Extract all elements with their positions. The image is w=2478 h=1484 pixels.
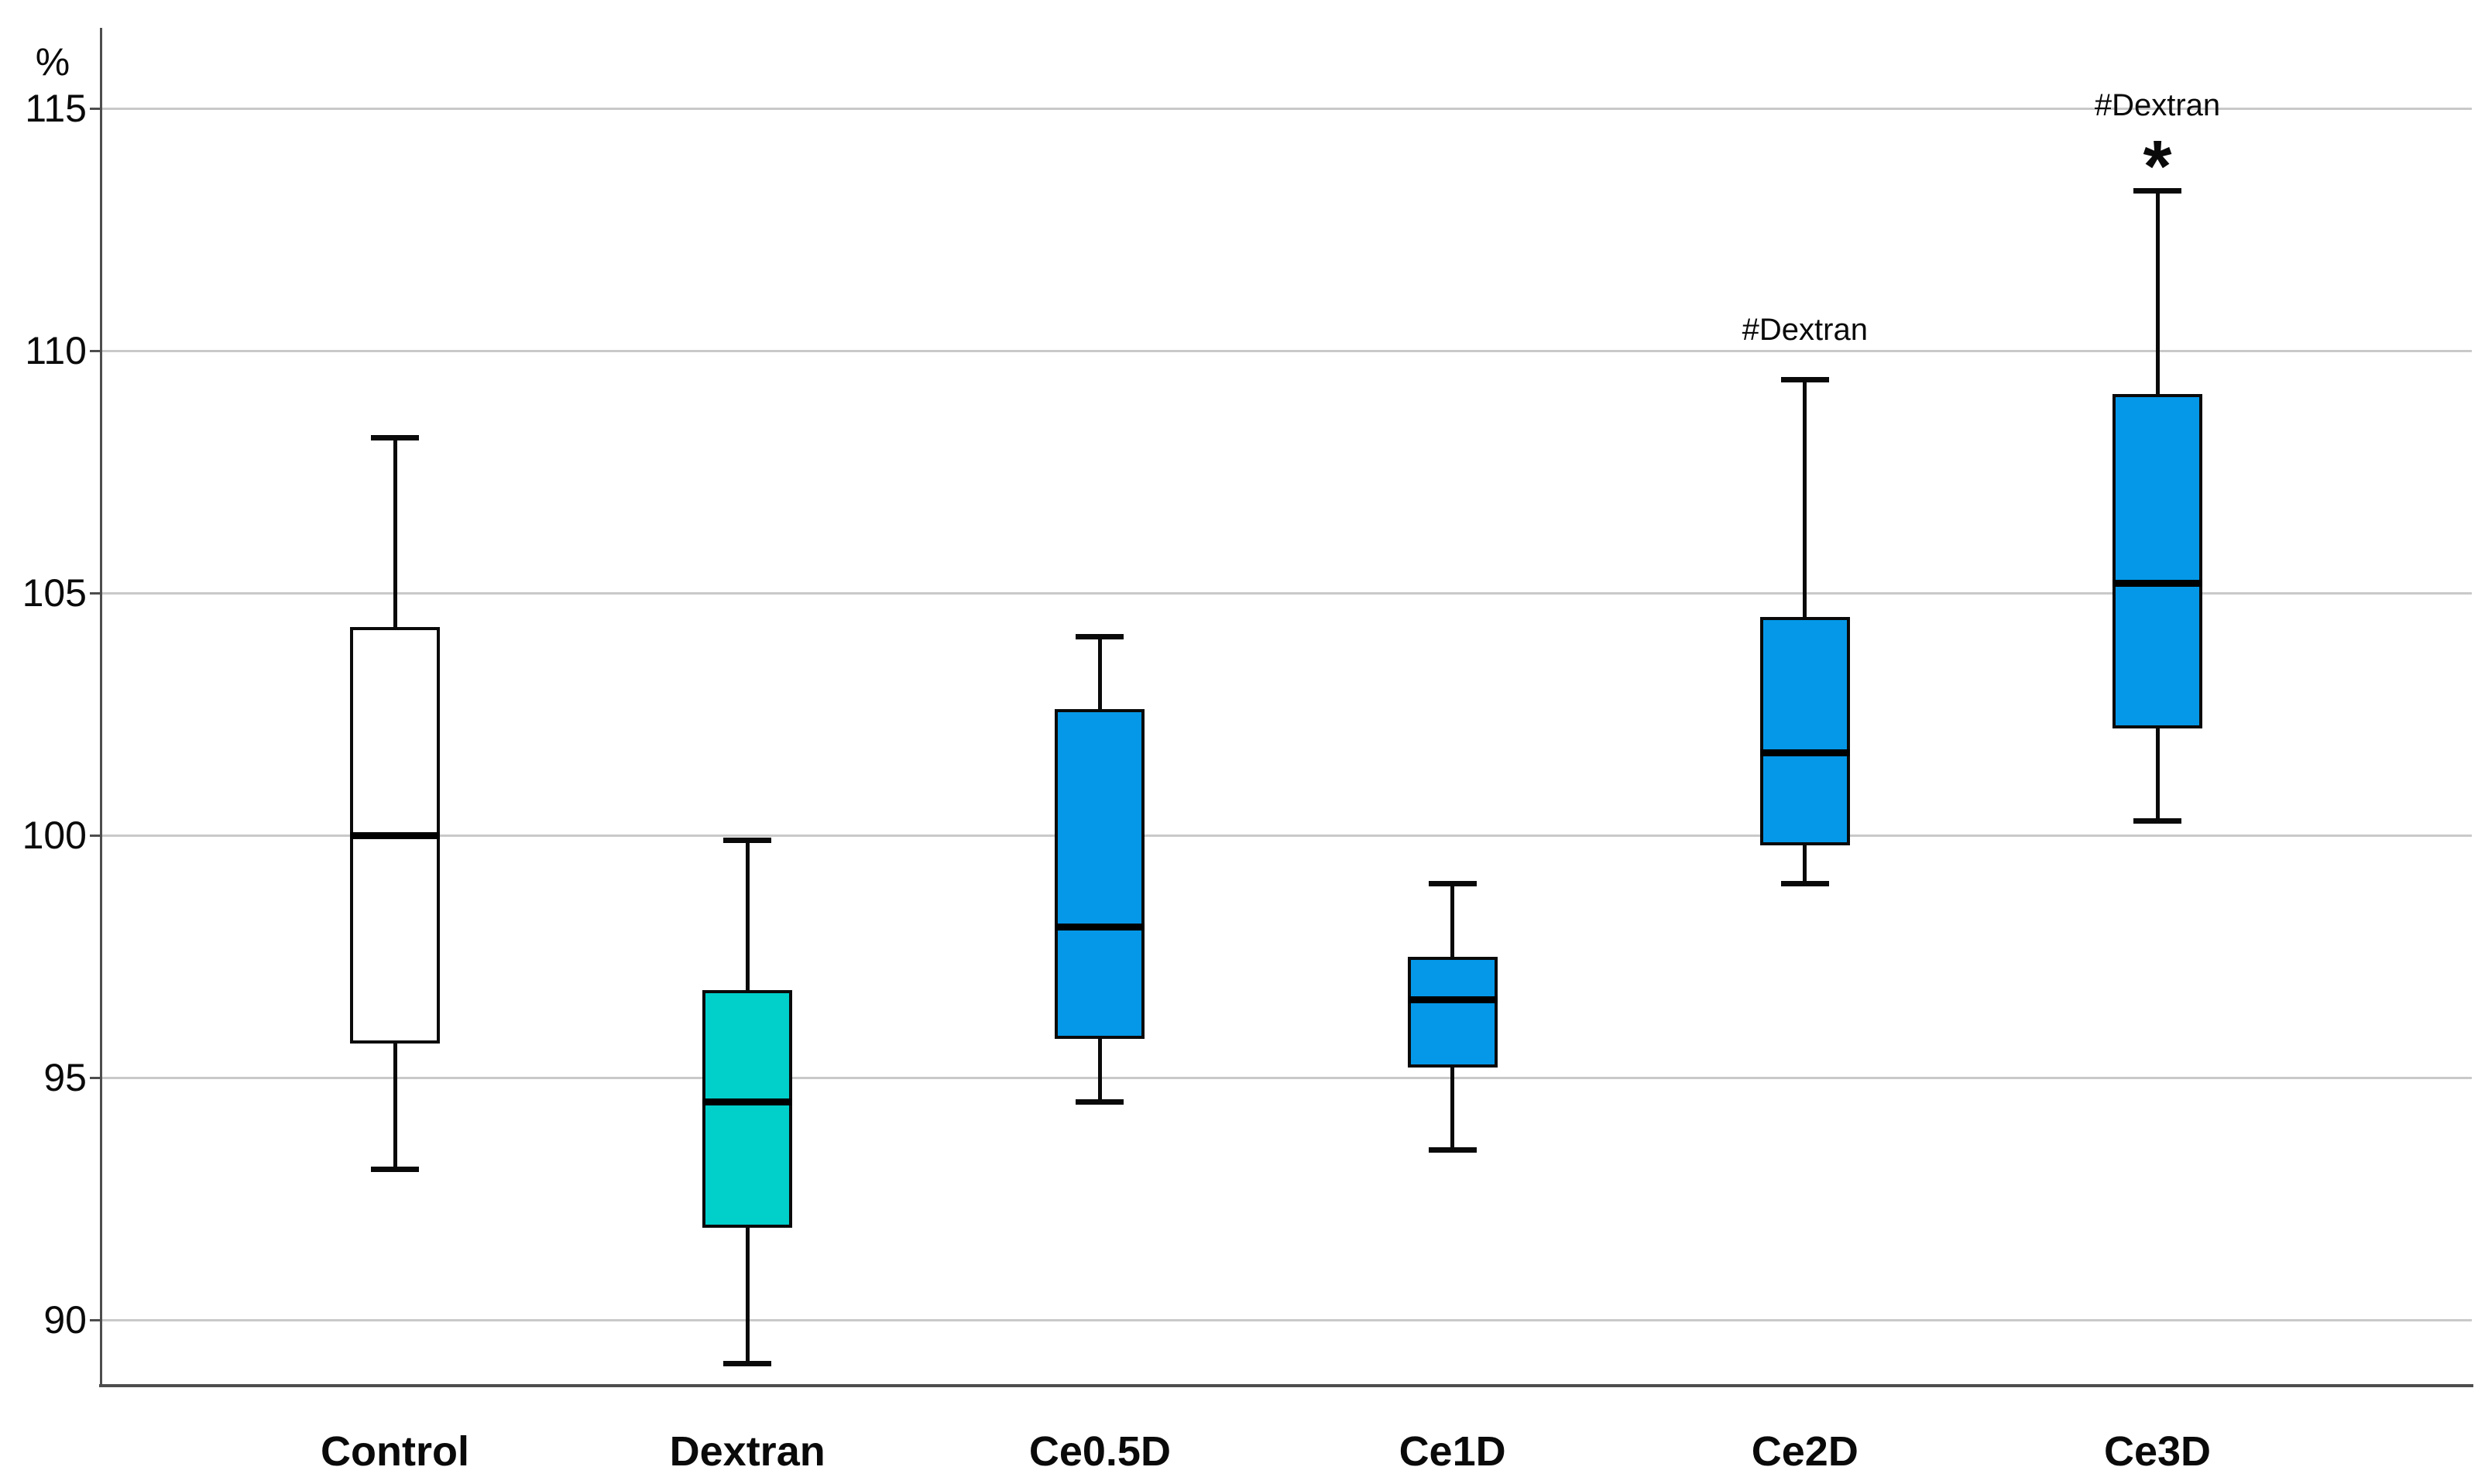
x-tick-label-dextran: Dextran [669, 1428, 825, 1475]
whisker-cap-low-dextran [723, 1360, 772, 1366]
y-tick-label-105: 105 [22, 571, 87, 615]
y-tick-mark-95 [90, 1076, 101, 1079]
annotation-ce3d: #Dextran [2094, 88, 2221, 123]
y-tick-mark-105 [90, 591, 101, 595]
median-dextran [702, 1098, 793, 1105]
annotation-ce2d: #Dextran [1742, 312, 1868, 347]
whisker-cap-high-ce1d [1428, 881, 1477, 887]
y-axis-line [99, 28, 102, 1386]
median-ce1d [1407, 996, 1498, 1004]
y-tick-label-90: 90 [43, 1298, 87, 1342]
y-tick-mark-90 [90, 1318, 101, 1321]
gridline-105 [102, 591, 2472, 595]
x-axis-line [99, 1384, 2473, 1387]
gridline-100 [102, 834, 2472, 837]
whisker-cap-low-ce2d [1780, 881, 1829, 887]
y-tick-label-110: 110 [25, 329, 87, 372]
whisker-cap-high-ce2d [1780, 377, 1829, 383]
gridline-95 [102, 1076, 2472, 1079]
x-tick-label-ce1d: Ce1D [1399, 1428, 1506, 1475]
box-ce3d [2112, 394, 2202, 729]
y-tick-label-115: 115 [25, 87, 87, 130]
median-ce05d [1055, 924, 1145, 931]
whisker-cap-high-ce05d [1076, 633, 1124, 639]
whisker-cap-low-control [371, 1167, 419, 1173]
gridline-90 [102, 1318, 2472, 1321]
y-tick-mark-100 [90, 834, 101, 837]
median-ce2d [1759, 749, 1850, 757]
gridline-110 [102, 349, 2472, 352]
box-ce2d [1759, 617, 1850, 845]
whisker-cap-high-dextran [723, 837, 772, 843]
whisker-cap-high-ce3d [2133, 187, 2181, 194]
gridline-115 [102, 107, 2472, 110]
y-tick-label-100: 100 [22, 814, 87, 857]
whisker-cap-low-ce05d [1076, 1098, 1124, 1105]
whisker-cap-high-control [371, 435, 419, 441]
whisker-cap-low-ce1d [1428, 1147, 1477, 1153]
y-tick-mark-110 [90, 349, 101, 352]
y-axis-unit-label: % [35, 40, 70, 84]
x-tick-label-ce05d: Ce0.5D [1028, 1428, 1171, 1475]
x-tick-label-control: Control [321, 1428, 469, 1475]
x-tick-label-ce2d: Ce2D [1751, 1428, 1858, 1475]
box-ce05d [1055, 709, 1145, 1039]
box-dextran [702, 990, 793, 1229]
box-ce1d [1407, 956, 1498, 1068]
whisker-cap-low-ce3d [2133, 817, 2181, 824]
y-tick-mark-115 [90, 107, 101, 110]
median-ce3d [2112, 579, 2202, 587]
significance-star-ce3d: * [2143, 125, 2172, 208]
x-tick-label-ce3d: Ce3D [2103, 1428, 2212, 1475]
median-control [350, 831, 440, 839]
y-tick-label-95: 95 [43, 1056, 87, 1099]
